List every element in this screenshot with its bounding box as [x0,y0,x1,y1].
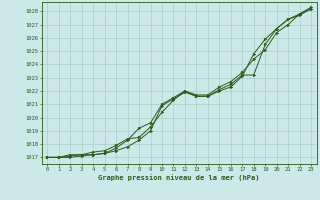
X-axis label: Graphe pression niveau de la mer (hPa): Graphe pression niveau de la mer (hPa) [99,174,260,181]
